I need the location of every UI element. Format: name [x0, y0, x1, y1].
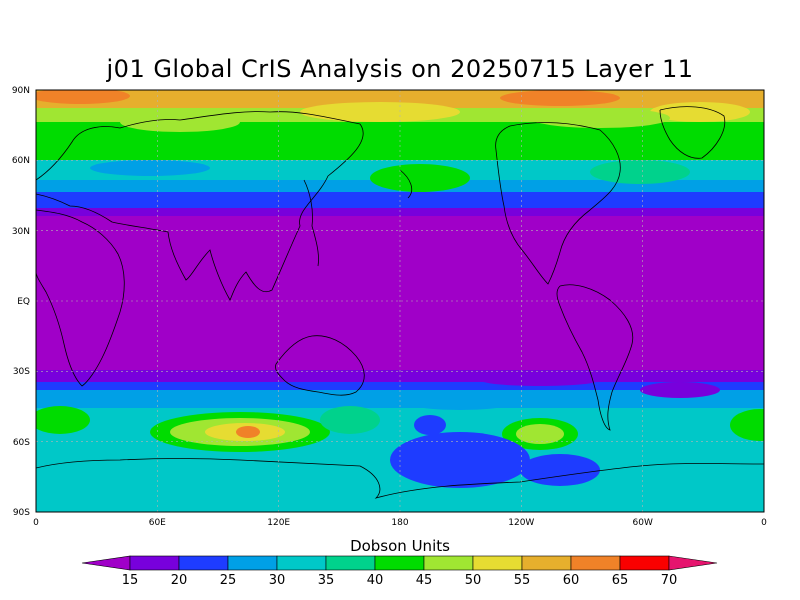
lon-axis: 0 60E 120E 180 120W 60W 0	[33, 518, 767, 528]
coastlines	[36, 106, 764, 499]
lat-label: EQ	[17, 297, 30, 307]
ozone-field	[36, 90, 764, 512]
lon-label: 0	[33, 518, 39, 528]
colorbar-segment	[570, 555, 621, 571]
colorbar-tick-label: 70	[661, 573, 678, 588]
lat-label: 90N	[12, 86, 30, 96]
colorbar-tick-label: 35	[318, 573, 335, 588]
colorbar-tick-label: 40	[367, 573, 384, 588]
colorbar-tick-label: 55	[514, 573, 531, 588]
colorbar-title: Dobson Units	[350, 537, 450, 555]
colorbar-under-triangle	[81, 555, 131, 571]
colorbar-tick-label: 45	[416, 573, 433, 588]
colorbar-tick-label: 50	[465, 573, 482, 588]
colorbar-tick-label: 20	[171, 573, 188, 588]
colorbar-segment	[619, 555, 670, 571]
colorbar: 15 20 25 30 35 40 45 50 55 60 65 70	[81, 555, 718, 588]
colorbar-segment	[227, 555, 278, 571]
colorbar-tick-label: 60	[563, 573, 580, 588]
colorbar-segment	[129, 555, 180, 571]
colorbar-tick-label: 25	[220, 573, 237, 588]
colorbar-segment	[178, 555, 229, 571]
lat-label: 30N	[12, 227, 30, 237]
lon-label: 60E	[149, 518, 166, 528]
colorbar-segment	[521, 555, 572, 571]
colorbar-tick-label: 15	[122, 573, 139, 588]
colorbar-segment	[276, 555, 327, 571]
lat-axis: 90N 60N 30N EQ 30S 60S 90S	[12, 86, 30, 518]
colorbar-segment	[423, 555, 474, 571]
colorbar-segment	[374, 555, 425, 571]
lat-label: 60S	[13, 438, 30, 448]
lon-label: 180	[391, 518, 408, 528]
colorbar-tick-label: 65	[612, 573, 629, 588]
lon-label: 60W	[633, 518, 653, 528]
lon-label: 120W	[508, 518, 534, 528]
lat-label: 30S	[13, 367, 30, 377]
lat-label: 60N	[12, 156, 30, 166]
colorbar-segment	[472, 555, 523, 571]
lon-label: 0	[761, 518, 767, 528]
colorbar-tick-label: 30	[269, 573, 286, 588]
colorbar-over-triangle	[668, 555, 718, 571]
lat-label: 90S	[13, 508, 30, 518]
lon-label: 120E	[267, 518, 290, 528]
colorbar-segment	[325, 555, 376, 571]
grid-lines	[36, 90, 764, 512]
map-title: j01 Global CrIS Analysis on 20250715 Lay…	[106, 55, 694, 83]
plot-frame	[35, 89, 765, 513]
